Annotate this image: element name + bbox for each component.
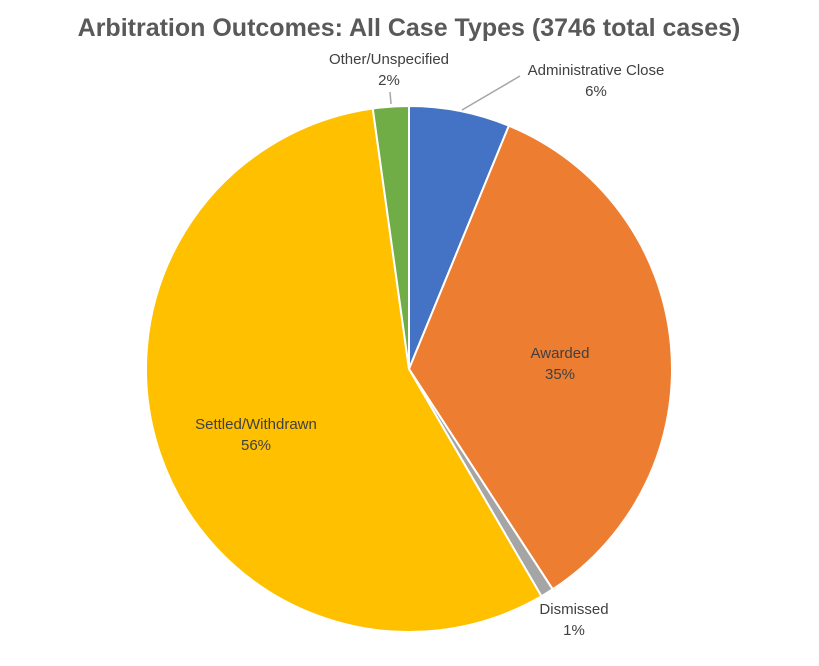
slice-label-awarded: Awarded 35% bbox=[531, 345, 590, 383]
slice-label-dismissed: Dismissed 1% bbox=[539, 601, 608, 639]
pie-slice-settled-withdrawn bbox=[145, 107, 543, 633]
leader-line bbox=[389, 91, 392, 105]
slice-label-administrative-close: Administrative Close 6% bbox=[528, 62, 665, 100]
slice-label-other-unspecified: Other/Unspecified 2% bbox=[329, 51, 449, 89]
slice-label-settled-withdrawn: Settled/Withdrawn 56% bbox=[195, 416, 317, 454]
pie-slice-awarded bbox=[407, 124, 673, 591]
slice-labels: Administrative Close 6% Awarded 35% Dismisse… bbox=[195, 51, 664, 639]
pie-slice-other-unspecified bbox=[371, 104, 410, 370]
leader-line bbox=[461, 75, 521, 111]
pie-slices bbox=[145, 104, 673, 633]
leader-lines bbox=[389, 75, 521, 111]
chart-title: Arbitration Outcomes: All Case Types (37… bbox=[78, 14, 741, 42]
